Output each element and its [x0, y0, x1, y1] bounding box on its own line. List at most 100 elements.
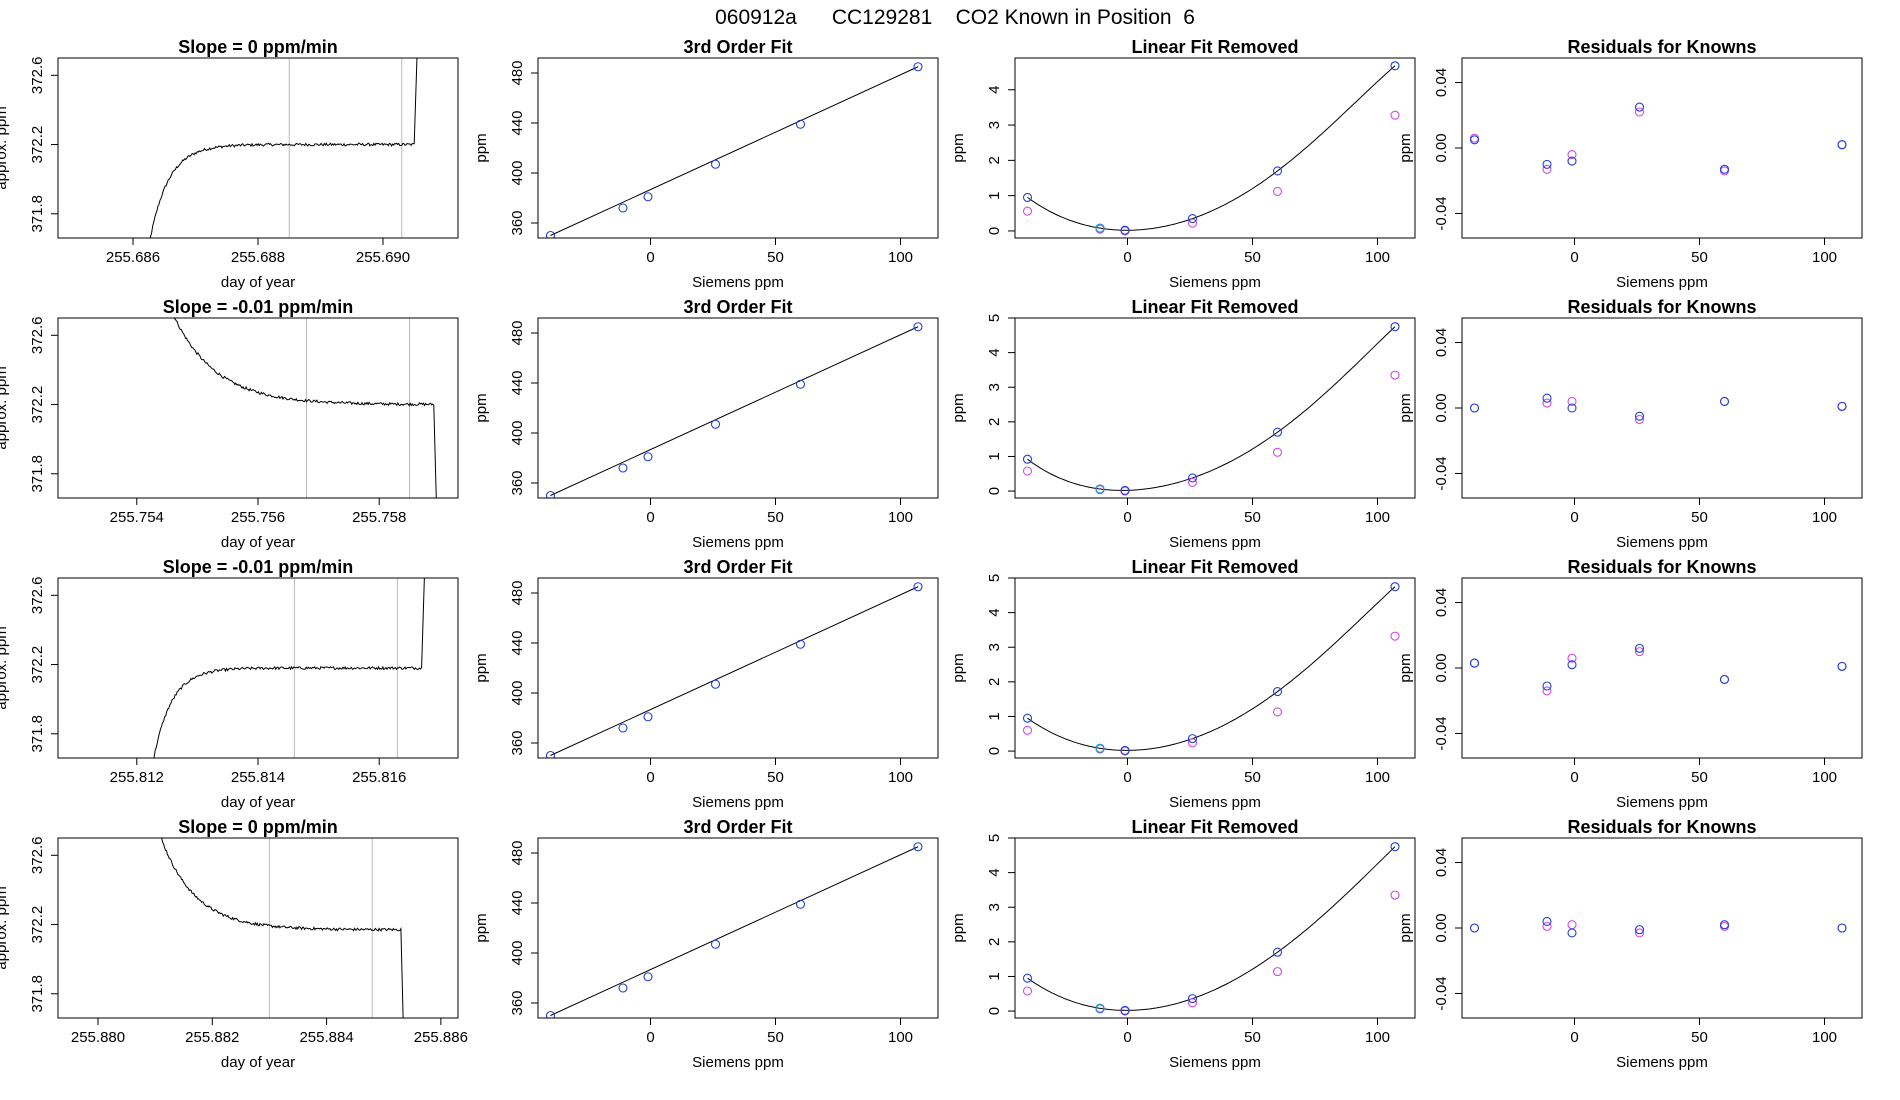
- y-tick-label: 0.04: [1433, 848, 1450, 877]
- y-tick-label: 440: [509, 890, 526, 915]
- data-point-magenta: [1390, 631, 1400, 641]
- data-point: [618, 983, 628, 993]
- x-tick-label: 255.756: [231, 509, 285, 526]
- y-tick-label: 3: [986, 643, 1003, 651]
- x-tick-label: 50: [1691, 249, 1708, 266]
- y-tick-label: 3: [986, 383, 1003, 391]
- data-point-magenta: [1390, 890, 1400, 900]
- data-point: [710, 679, 721, 689]
- y-axis-label: ppm: [1397, 653, 1414, 682]
- plot-frame: [1461, 317, 1863, 499]
- data-point: [545, 490, 556, 498]
- data-point-blue: [1022, 713, 1033, 723]
- x-tick-label: 0: [646, 249, 654, 266]
- data-point-blue: [1837, 401, 1847, 411]
- x-tick-label: 100: [888, 769, 913, 786]
- data-point-blue: [1390, 322, 1400, 332]
- data-point-magenta: [1567, 653, 1577, 663]
- plot-frame: [537, 577, 939, 759]
- plot-frame: [1014, 837, 1416, 1019]
- y-tick-label: 440: [509, 110, 526, 135]
- x-tick-label: 100: [888, 1029, 913, 1046]
- data-point: [913, 62, 923, 72]
- data-point: [618, 723, 628, 733]
- data-point-magenta: [1567, 149, 1577, 160]
- y-axis-label: approx. ppm: [0, 886, 10, 969]
- data-point-blue: [1542, 159, 1552, 169]
- data-point-blue: [1837, 923, 1847, 933]
- data-point-blue: [1837, 661, 1847, 671]
- x-tick-label: 0: [1570, 509, 1578, 526]
- panel-r0-c0: Slope = 0 ppm/min day of year approx. ppm 2…: [0, 37, 459, 291]
- y-axis-label: ppm: [473, 653, 490, 682]
- plot-frame: [537, 317, 939, 499]
- plot-frame: [1014, 577, 1416, 759]
- x-tick-label: 100: [1812, 769, 1837, 786]
- y-tick-label: 480: [509, 840, 526, 865]
- y-tick-label: 400: [509, 420, 526, 445]
- plot-frame: [1014, 57, 1416, 239]
- y-tick-label: 4: [986, 348, 1003, 356]
- y-tick-label: 360: [509, 730, 526, 755]
- y-tick-label: 3: [986, 121, 1003, 129]
- plot-area: [1022, 842, 1400, 1016]
- y-axis-label: ppm: [1397, 393, 1414, 422]
- x-axis-label: Siemens ppm: [1169, 794, 1261, 811]
- y-tick-label: 0.04: [1433, 328, 1450, 357]
- plot-frame: [1461, 577, 1863, 759]
- data-point-blue: [1567, 156, 1577, 166]
- panel-r3-c1: 3rd Order Fit Siemens ppm ppm 0 50 100 360 400 4…: [473, 817, 939, 1071]
- panel-title: Residuals for Knowns: [1567, 557, 1756, 577]
- x-tick-label: 100: [1812, 249, 1837, 266]
- y-axis-label: ppm: [950, 653, 967, 682]
- x-axis-label: Siemens ppm: [692, 274, 784, 291]
- y-tick-label: -0.04: [1433, 456, 1450, 490]
- panel-title: Linear Fit Removed: [1131, 37, 1298, 57]
- x-tick-label: 0: [646, 769, 654, 786]
- y-axis-label: approx. ppm: [0, 106, 10, 189]
- data-point-blue: [1542, 393, 1552, 403]
- panel-r3-c3: Residuals for Knowns Siemens ppm ppm 0 50 100…: [1397, 817, 1863, 1071]
- data-point: [545, 750, 556, 758]
- plot-area: [1022, 61, 1400, 236]
- x-tick-label: 255.884: [299, 1029, 353, 1046]
- data-point-magenta: [1272, 447, 1283, 457]
- data-point-blue: [1120, 745, 1130, 755]
- x-axis-label: Siemens ppm: [1169, 1054, 1261, 1071]
- panel-r1-c3: Residuals for Knowns Siemens ppm ppm 0 50 100…: [1397, 297, 1863, 551]
- y-tick-label: 0: [986, 1007, 1003, 1015]
- y-tick-label: 0: [986, 747, 1003, 755]
- y-tick-label: 3: [986, 903, 1003, 911]
- x-tick-label: 255.814: [231, 769, 285, 786]
- y-tick-label: 2: [986, 156, 1003, 164]
- data-point-blue: [1837, 140, 1847, 150]
- data-point-magenta: [1634, 107, 1645, 117]
- fit-curve: [1027, 586, 1396, 751]
- x-tick-label: 50: [1691, 509, 1708, 526]
- data-point: [710, 939, 721, 949]
- data-point: [643, 972, 653, 982]
- data-point: [618, 463, 628, 473]
- co2-trace-line: [173, 318, 437, 498]
- x-tick-label: 50: [1244, 1029, 1261, 1046]
- panel-r1-c0: Slope = -0.01 ppm/min day of year approx. …: [0, 297, 459, 551]
- x-axis-label: Siemens ppm: [1616, 1054, 1708, 1071]
- y-tick-label: 400: [509, 160, 526, 185]
- x-axis-label: Siemens ppm: [1616, 274, 1708, 291]
- x-tick-label: 0: [646, 509, 654, 526]
- y-tick-label: 371.8: [29, 715, 46, 753]
- fit-curve: [550, 586, 919, 756]
- plot-area: [545, 842, 923, 1018]
- data-point-magenta: [1272, 186, 1283, 196]
- y-tick-label: 440: [509, 630, 526, 655]
- data-point-magenta: [1542, 686, 1552, 696]
- panel-title: Residuals for Knowns: [1567, 37, 1756, 57]
- y-tick-label: -0.04: [1433, 716, 1450, 750]
- panel-r2-c3: Residuals for Knowns Siemens ppm ppm 0 50 100…: [1397, 557, 1863, 811]
- data-point-magenta: [1542, 164, 1552, 174]
- data-point: [545, 1010, 556, 1018]
- data-point-blue: [1390, 582, 1400, 592]
- y-tick-label: 372.2: [29, 126, 46, 164]
- x-tick-label: 50: [1691, 769, 1708, 786]
